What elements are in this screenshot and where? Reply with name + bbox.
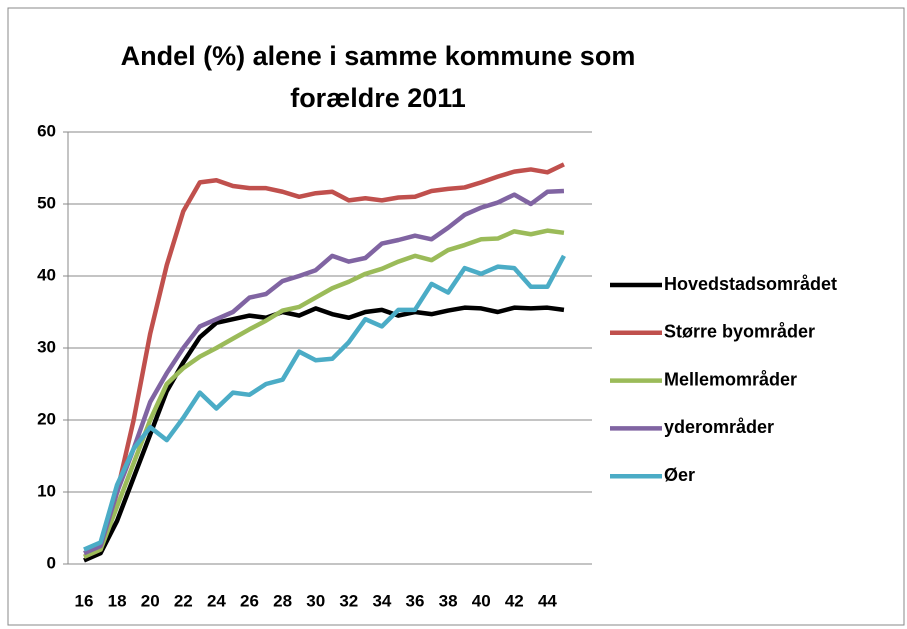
x-tick-label: 42 — [505, 591, 524, 610]
y-tick-label: 30 — [37, 337, 56, 356]
chart-title: forældre 2011 — [290, 83, 466, 113]
chart-title: Andel (%) alene i samme kommune som — [121, 41, 636, 71]
x-tick-label: 22 — [174, 591, 193, 610]
x-tick-label: 28 — [273, 591, 292, 610]
x-tick-label: 30 — [306, 591, 325, 610]
legend-label: Mellemområder — [664, 369, 797, 389]
y-tick-label: 10 — [37, 481, 56, 500]
x-tick-label: 16 — [75, 591, 94, 610]
legend-label: Hovedstadsområdet — [664, 274, 837, 294]
data-line — [83, 228, 565, 559]
x-tick-label: 20 — [141, 591, 160, 610]
data-line — [83, 254, 566, 552]
x-tick-label: 36 — [406, 591, 425, 610]
legend-label: yderområder — [664, 417, 774, 437]
y-tick-label: 60 — [37, 121, 56, 140]
x-tick-label: 18 — [108, 591, 127, 610]
x-tick-label: 32 — [339, 591, 358, 610]
y-tick-label: 50 — [37, 193, 56, 212]
y-tick-label: 0 — [47, 553, 56, 572]
legend-label: Større byområder — [664, 322, 815, 342]
data-line — [83, 305, 565, 563]
y-tick-label: 40 — [37, 265, 56, 284]
x-tick-label: 24 — [207, 591, 226, 610]
chart-frame — [7, 7, 905, 626]
x-tick-label: 26 — [240, 591, 259, 610]
legend-label: Øer — [664, 465, 695, 485]
x-tick-label: 38 — [439, 591, 458, 610]
x-tick-label: 34 — [372, 591, 391, 610]
data-line — [83, 162, 565, 559]
x-tick-label: 40 — [472, 591, 491, 610]
y-tick-label: 20 — [37, 409, 56, 428]
data-line — [83, 188, 565, 556]
x-tick-label: 44 — [538, 591, 557, 610]
